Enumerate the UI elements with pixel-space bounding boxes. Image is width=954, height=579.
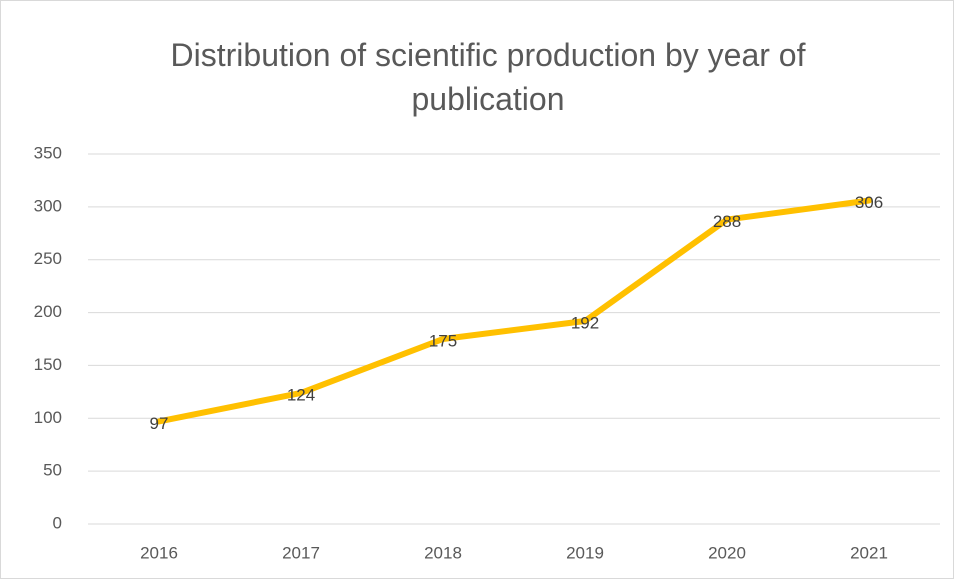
y-tick-label: 150	[34, 355, 62, 374]
y-tick-label: 300	[34, 196, 62, 215]
x-tick-label: 2021	[850, 543, 888, 562]
line	[156, 197, 872, 425]
y-tick-label: 50	[43, 461, 62, 480]
y-tick-label: 250	[34, 249, 62, 268]
y-tick-label: 200	[34, 302, 62, 321]
data-label: 97	[150, 414, 169, 433]
x-tick-label: 2018	[424, 543, 462, 562]
chart-title: Distribution of scientific production by…	[171, 37, 806, 117]
data-label: 124	[287, 385, 315, 404]
y-tick-label: 350	[34, 143, 62, 162]
y-tick-label: 100	[34, 408, 62, 427]
data-label: 175	[429, 331, 457, 350]
y-tick-label: 0	[53, 513, 62, 532]
data-label: 192	[571, 314, 599, 333]
data-label: 306	[855, 193, 883, 212]
x-tick-label: 2017	[282, 543, 320, 562]
x-tick-label: 2019	[566, 543, 604, 562]
x-tick-label: 2016	[140, 543, 178, 562]
data-label: 288	[713, 212, 741, 231]
x-tick-label: 2020	[708, 543, 746, 562]
